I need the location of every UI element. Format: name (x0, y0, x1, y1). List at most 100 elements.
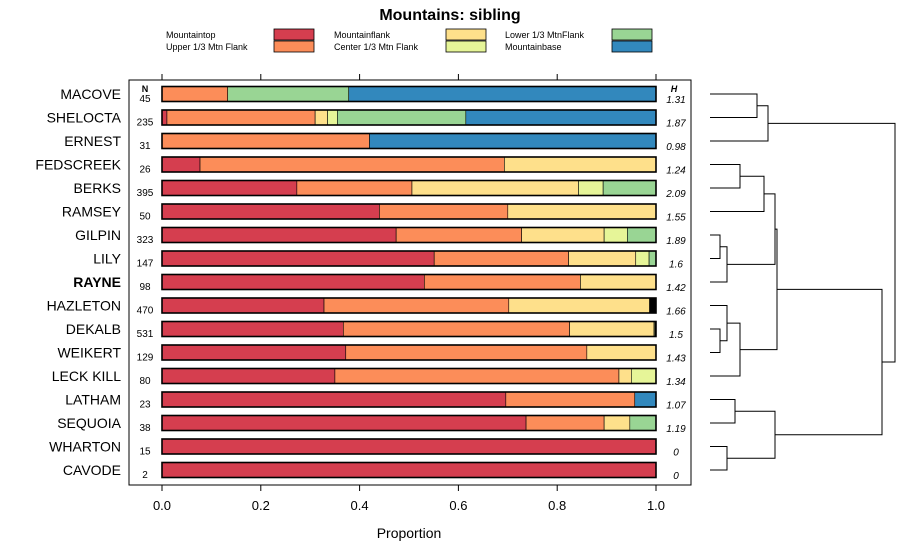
bar-segment (525, 415, 605, 431)
row-n-value: 470 (137, 306, 154, 317)
row-h-value: 1.87 (666, 119, 686, 130)
bar-segment (630, 368, 657, 384)
bar-segment (379, 203, 509, 220)
bar-segment (161, 297, 325, 314)
dendrogram-branch (768, 122, 896, 363)
row-label: MACOVE (60, 86, 121, 102)
bar-segment (161, 344, 347, 361)
plot-frame (128, 79, 692, 486)
legend: Mountaintop Upper 1/3 Mtn Flank Mountainfl… (166, 28, 653, 53)
dendrogram-branch (710, 93, 758, 118)
bar-row: GILPIN 323 1.89 (75, 226, 686, 247)
bar-segment (521, 227, 605, 243)
bar-segment (580, 274, 657, 290)
bar-outline (161, 156, 657, 173)
bar-segment (648, 250, 657, 267)
row-h-value: 1.66 (666, 307, 686, 318)
bar-segment (602, 180, 657, 196)
bar-segment (161, 86, 229, 102)
bar-row: BERKS 395 2.09 (74, 179, 686, 200)
row-label: FEDSCREEK (35, 157, 121, 173)
bar-segment (161, 156, 201, 173)
x-tick-label: 0.2 (252, 498, 270, 513)
bar-segment (586, 344, 657, 361)
row-n-value: 235 (137, 118, 154, 129)
row-n-value: 31 (139, 141, 151, 152)
legend-swatch (273, 28, 315, 41)
bar-row: LATHAM 23 1.07 (65, 391, 686, 412)
row-h-value: 1.34 (666, 377, 686, 388)
bar-segment (334, 368, 620, 384)
bar-segment (161, 274, 425, 290)
bar-segment (161, 133, 370, 149)
bar-outline (161, 344, 657, 361)
row-h-value: 1.89 (666, 236, 686, 247)
row-n-value: 147 (137, 259, 154, 270)
x-tick-label: 0.0 (153, 498, 171, 513)
dendrogram-branch (727, 410, 776, 459)
row-h-value: 1.07 (666, 401, 686, 412)
bar-segment (424, 274, 581, 290)
dendrogram-branch (710, 164, 741, 189)
dendrogram-branch (740, 228, 778, 351)
bar-segment (161, 227, 397, 243)
legend-label: Mountainbase (505, 42, 562, 52)
chart-title: Mountains: sibling (379, 7, 520, 24)
bar-row: LILY 147 1.6 (93, 250, 683, 271)
row-h-value: 1.6 (669, 260, 683, 271)
bar-outline (161, 226, 657, 244)
row-h-value: 0.98 (666, 142, 686, 153)
x-tick-label: 0.8 (548, 498, 566, 513)
dendrogram-branch (710, 322, 741, 377)
row-n-value: 395 (137, 188, 154, 199)
row-n-value: 50 (139, 212, 151, 223)
bar-segment (342, 321, 570, 337)
bar-segment (504, 156, 657, 173)
legend-label: Mountaintop (166, 30, 216, 40)
x-tick-label: 0.6 (449, 498, 467, 513)
bar-segment (635, 250, 650, 267)
row-n-value: 323 (137, 235, 154, 246)
legend-label: Mountainflank (334, 30, 391, 40)
bar-segment (603, 227, 628, 243)
bar-segment (505, 391, 636, 408)
row-h-value: 1.55 (666, 213, 686, 224)
bar-outline (161, 85, 657, 103)
bar-segment (603, 415, 631, 431)
bar-segment (508, 297, 650, 314)
bar-row: DEKALB 531 1.5 (66, 320, 683, 341)
dendrogram-branch (710, 234, 721, 259)
bar-segment (296, 180, 413, 196)
dendrogram-branch (710, 246, 728, 283)
row-n-value: 23 (139, 400, 151, 411)
bar-segment (161, 368, 336, 384)
bar-segment (433, 250, 569, 267)
dendrogram-branch (710, 328, 721, 353)
dendrogram (710, 93, 896, 471)
bar-segment (227, 86, 350, 102)
bar-outline (161, 273, 657, 291)
x-tick-label: 0.4 (351, 498, 369, 513)
bar-outline (161, 367, 657, 385)
bar-segment (166, 109, 316, 126)
row-n-value: 98 (139, 282, 151, 293)
dendrogram-branch (710, 175, 765, 212)
bar-segment (629, 415, 657, 431)
bar-outline (161, 414, 657, 432)
bar-segment (395, 227, 522, 243)
bar-segment (327, 109, 338, 126)
bar-segment (161, 415, 527, 431)
bar-segment (634, 391, 657, 408)
row-label: WHARTON (49, 439, 121, 455)
row-label: RAYNE (73, 274, 121, 290)
legend-swatch (273, 40, 315, 53)
bar-segment (649, 297, 657, 314)
bar-row: SEQUOIA 38 1.19 (57, 414, 686, 435)
bar-outline (161, 461, 657, 479)
bar-segment (578, 180, 604, 196)
bar-outline (161, 179, 657, 197)
bar-row: RAMSEY 50 1.55 (62, 203, 686, 224)
bar-segment (348, 86, 657, 102)
bar-segment (568, 250, 637, 267)
bar-outline (161, 391, 657, 408)
